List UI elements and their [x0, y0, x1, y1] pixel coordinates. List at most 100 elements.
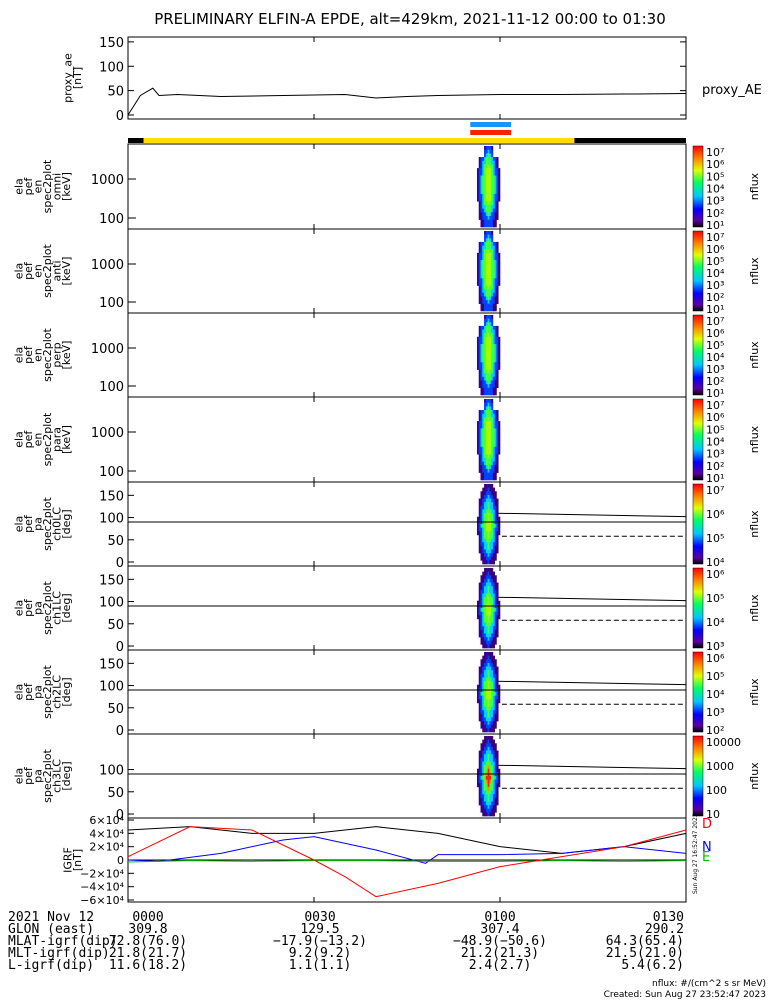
spectrogram-cell: [494, 446, 497, 451]
spectrogram-cell: [476, 263, 480, 268]
y-tick-label: −4×10⁴: [80, 881, 124, 894]
spectrogram-cell: [485, 347, 488, 352]
spectrogram-cell: [489, 175, 492, 180]
spectrogram-cell: [482, 457, 485, 462]
spectrogram-cell: [482, 446, 485, 451]
spectrogram-cell: [480, 329, 483, 334]
spectrogram-cell: [489, 721, 492, 726]
y-axis-label: ch2LC: [50, 675, 63, 709]
spectrogram-cell: [487, 340, 490, 345]
spectrogram-cell: [480, 797, 483, 802]
spectrogram-cell: [485, 215, 488, 220]
spectrogram-cell: [487, 252, 490, 257]
spectrogram-cell: [491, 435, 494, 440]
spectrogram-cell: [480, 786, 483, 791]
spectrogram-cell: [482, 219, 485, 224]
spectrogram-cell: [496, 362, 499, 367]
spectrogram-cell: [492, 256, 495, 261]
spectrogram-cell: [492, 713, 495, 718]
spectrogram-cell: [487, 695, 490, 700]
spectrogram-cell: [487, 365, 490, 370]
spectrogram-cell: [485, 502, 488, 507]
spectrogram-cell: [485, 761, 488, 766]
spectrogram-cell: [494, 450, 497, 455]
spectrogram-cell: [487, 245, 490, 250]
y-tick-label: 1000: [91, 173, 124, 188]
spectrogram-cell: [480, 502, 483, 507]
spectrogram-cell: [482, 783, 485, 788]
spectrogram-cell: [478, 790, 481, 795]
spectrogram-cell: [491, 776, 494, 780]
spectrogram-cell: [494, 750, 497, 755]
spectrogram-cell: [480, 582, 483, 587]
spectrogram-cell: [498, 271, 501, 275]
spectrogram-cell: [492, 190, 495, 195]
spectrogram-cell: [489, 724, 492, 729]
footer-row-value: 0000: [132, 910, 163, 925]
spectrogram-cell: [494, 274, 497, 279]
spectrogram-cell: [482, 351, 485, 356]
spectrogram-cell: [491, 384, 494, 389]
spectrogram-cell: [494, 355, 497, 359]
proxy-ae-legend-label: proxy_AE: [702, 83, 762, 98]
footer-row-label: GLON (east): [8, 922, 94, 937]
spectrogram-cell: [482, 289, 485, 294]
spectrogram-cell: [484, 303, 487, 308]
spectrogram-cell: [492, 633, 495, 638]
spectrogram-cell: [480, 659, 483, 664]
spectrogram-cell: [487, 300, 490, 305]
spectrogram-cell: [482, 417, 485, 422]
spectrogram-cell: [480, 362, 483, 367]
spectrogram-cell: [492, 171, 495, 176]
spectrogram-cell: [496, 417, 499, 422]
spectrogram-cell: [482, 164, 485, 169]
spectrogram-cell: [485, 586, 488, 591]
spectrogram-cell: [480, 443, 483, 448]
spectrogram-cell: [487, 238, 490, 243]
spectrogram-cell: [482, 376, 485, 381]
colorbar-tick-label: 10¹: [706, 303, 724, 316]
spectrogram-cell: [485, 190, 488, 195]
spectrogram-cell: [491, 757, 494, 762]
spectrogram-cell: [480, 157, 483, 162]
spectrogram-cell: [478, 274, 481, 279]
spectrogram-cell: [492, 498, 495, 503]
spectrogram-cell: [480, 223, 483, 228]
spectrogram-cell: [487, 484, 490, 488]
spectrogram-cell: [485, 428, 488, 433]
spectrogram-cell: [498, 531, 501, 536]
spectrogram-cell: [480, 461, 483, 466]
spectrogram-cell: [491, 553, 494, 558]
y-axis-label: pa: [31, 517, 44, 531]
spectrogram-cell: [482, 267, 485, 272]
spectrogram-cell: [494, 175, 497, 180]
spectrogram-cell: [498, 439, 501, 444]
status-bar-segment: [143, 138, 575, 143]
created-stamp: Created: Sun Aug 27 23:52:47 2023: [604, 990, 766, 1000]
colorbar-tick-label: 10¹: [706, 472, 724, 485]
spectrogram-cell: [492, 618, 495, 623]
spectrogram-cell: [491, 717, 494, 722]
spectrogram-cell: [489, 728, 492, 733]
spectrogram-cell: [494, 245, 497, 250]
spectrogram-cell: [485, 373, 488, 378]
spectrogram-cell: [492, 765, 495, 770]
spectrogram-cell: [487, 652, 490, 656]
spectrogram-cell: [498, 768, 501, 773]
vertical-stamp: Sun Aug 27 16:52:47 2023: [692, 813, 699, 894]
spectrogram-cell: [484, 721, 487, 726]
spectrogram-cell: [482, 699, 485, 704]
spectrogram-cell: [487, 443, 490, 448]
spectrogram-cell: [489, 549, 492, 554]
spectrogram-cell: [489, 487, 492, 492]
spectrogram-cell: [482, 281, 485, 286]
spectrogram-cell: [494, 692, 497, 696]
spectrogram-cell: [489, 527, 492, 532]
spectrogram-cell: [498, 260, 501, 265]
spectrogram-cell: [480, 757, 483, 762]
spectrogram-cell: [489, 684, 492, 689]
spectrogram-cell: [492, 476, 495, 481]
spectrogram-cell: [484, 376, 487, 381]
spectrogram-cell: [482, 684, 485, 689]
